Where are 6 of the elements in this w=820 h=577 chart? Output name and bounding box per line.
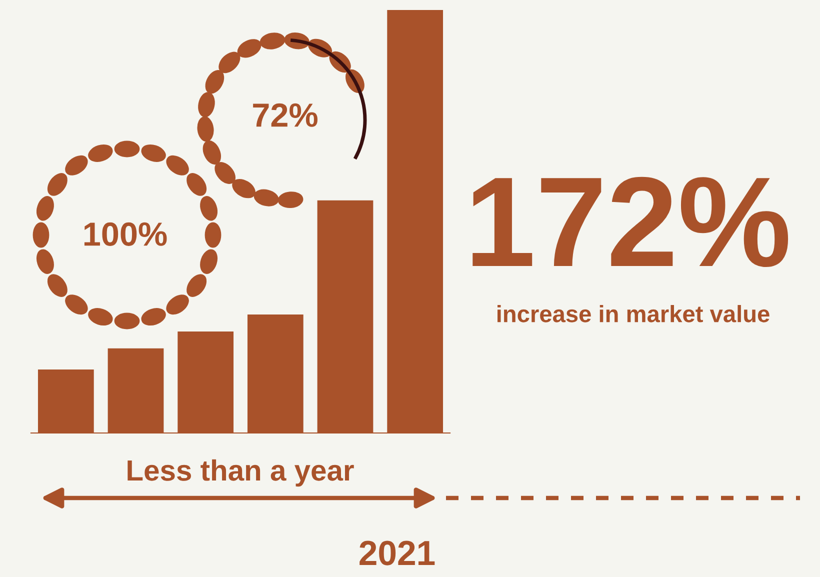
text: increase in market value [498,304,770,322]
text: 172% [472,176,788,268]
annotation: 72% [253,103,318,127]
text: Less than a year [128,459,354,487]
annotation: 100% [84,222,167,246]
text: 2021 [360,540,435,566]
